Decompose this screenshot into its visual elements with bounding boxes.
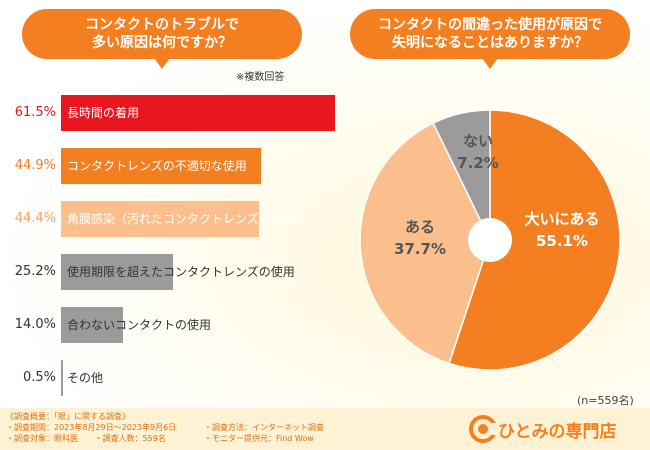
pie-slice — [432, 109, 491, 241]
pie-slice — [359, 122, 491, 365]
bar — [61, 95, 335, 131]
bar-category-label: 使用期限を超えたコンタクトレンズの使用 — [67, 254, 295, 290]
footer-survey-info: 《調査概要：「眼」に関する調査》 ・調査期間：2023年8月29日～2023年9… — [0, 408, 650, 450]
bar-category-label: その他 — [67, 371, 104, 385]
multiple-answer-note: ※複数回答 — [236, 72, 285, 83]
bar-value-label: 61.5% — [14, 105, 56, 120]
bar-category-label: 長時間の着用 — [67, 106, 140, 120]
right-question-text: コンタクトの間違った使用が原因で 失明になることはありますか？ — [378, 17, 602, 51]
pie-slice-label: ある — [405, 218, 435, 236]
survey-period: ・調査期間：2023年8月29日～2023年9月6日 — [6, 423, 177, 432]
bar-category-label: 合わないコンタクトの使用 — [67, 318, 212, 332]
bar-category-label: コンタクトレンズの不適切な使用 — [67, 159, 247, 173]
bar-value-label: 44.4% — [14, 211, 56, 226]
left-question-text: コンタクトのトラブルで 多い原因は何ですか？ — [85, 17, 239, 51]
bar-value-label: 44.9% — [14, 158, 56, 173]
eye-logo-icon — [469, 415, 497, 443]
bar-value-label: 0.5% — [22, 370, 56, 385]
pie-slice — [448, 109, 621, 371]
right-question-bubble: コンタクトの間違った使用が原因で 失明になることはありますか？ — [350, 9, 630, 69]
pie-slice-value: 55.1% — [536, 232, 588, 250]
survey-count: ・調査人数：559名 — [94, 434, 166, 443]
survey-method: ・調査方法：インターネット調査 — [204, 423, 324, 432]
bar — [61, 307, 124, 343]
pie-center-hole — [468, 218, 512, 262]
survey-title: 《調査概要：「眼」に関する調査》 — [6, 412, 130, 421]
bar-value-label: 14.0% — [14, 317, 56, 332]
left-question-bubble: コンタクトのトラブルで 多い原因は何ですか？ — [22, 9, 302, 69]
bar-value-label: 25.2% — [14, 264, 56, 279]
pie-slice-label: 大いにある — [524, 210, 599, 228]
brand-name: ひとみの専門店 — [498, 422, 617, 442]
pie-slice-value: 37.7% — [394, 240, 446, 258]
sample-size-label: (n=559名) — [577, 394, 634, 407]
pie-slice-value: 7.2% — [457, 154, 499, 172]
bar — [61, 360, 64, 396]
survey-target: ・調査対象：眼科医 — [6, 434, 78, 443]
bar — [61, 254, 174, 290]
pie-slice-label: ない — [463, 132, 493, 150]
survey-monitor: ・モニター提供元：Find Wow — [204, 434, 314, 443]
bar — [61, 201, 259, 237]
bar-category-label: 角膜感染（汚れたコンタクトレンズの使用） — [67, 212, 307, 226]
bar — [61, 148, 261, 184]
